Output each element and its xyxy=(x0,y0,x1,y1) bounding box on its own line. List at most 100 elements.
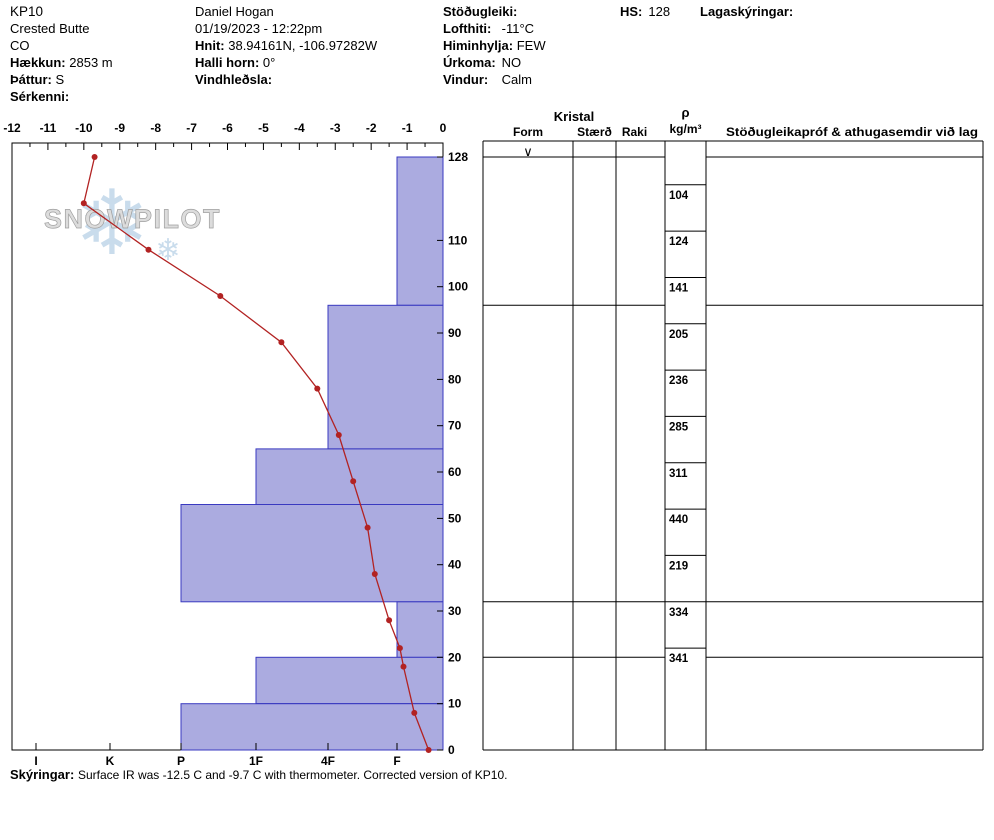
depth-tick-label: 128 xyxy=(448,150,468,164)
hardness-tick-label: P xyxy=(177,754,185,768)
hardness-bar-4F xyxy=(327,304,444,450)
temp-tick-label: -10 xyxy=(75,121,93,135)
hardness-tick-label: 1F xyxy=(249,754,263,768)
snowpilot-watermark: SNOWPILOT xyxy=(44,204,221,234)
coords-value: 38.94161N, -106.97282W xyxy=(228,38,378,53)
crystal-group-header: Kristal xyxy=(554,109,594,124)
hs-row: HS: 128 xyxy=(620,4,670,19)
density-value: 311 xyxy=(669,468,688,480)
wind-value: Calm xyxy=(501,72,532,87)
hardness-bar-F xyxy=(396,601,444,658)
temperature-point xyxy=(411,709,418,716)
hardness-bar-F xyxy=(396,156,444,306)
comments-text: Surface IR was -12.5 C and -9.7 C with t… xyxy=(77,768,508,782)
hardness-bar-1F xyxy=(255,448,444,505)
temp-tick-label: -4 xyxy=(294,121,305,135)
density-value: 285 xyxy=(669,421,689,433)
precip-label: Úrkoma: xyxy=(443,55,496,70)
temp-tick-label: 0 xyxy=(440,121,447,135)
density-value: 334 xyxy=(669,607,689,619)
depth-tick-label: 30 xyxy=(448,604,462,618)
depth-tick-label: 20 xyxy=(448,650,462,664)
crystal-col-header-2: Stærð xyxy=(577,125,612,139)
temp-tick-label: -3 xyxy=(330,121,341,135)
hardness-tick-label: F xyxy=(393,754,400,768)
wind-row: Vindur: Calm xyxy=(443,72,532,87)
depth-tick-label: 10 xyxy=(448,697,462,711)
density-header-unit: kg/m³ xyxy=(669,122,701,136)
elevation-value: 2853 m xyxy=(69,55,113,70)
temperature-point xyxy=(217,293,224,299)
density-value: 341 xyxy=(669,653,689,665)
temp-tick-label: -9 xyxy=(114,121,125,135)
depth-tick-label: 50 xyxy=(448,511,462,525)
temp-tick-label: -6 xyxy=(222,121,233,135)
depth-tick-label: 100 xyxy=(448,280,468,294)
crystal-col-header-3: Raki xyxy=(622,125,647,139)
density-value: 104 xyxy=(669,190,689,202)
hardness-tick-label: I xyxy=(34,754,37,768)
temperature-point xyxy=(400,663,407,670)
temperature-point xyxy=(386,617,393,624)
hardness-tick-label: K xyxy=(106,754,115,768)
temp-tick-label: -8 xyxy=(150,121,161,135)
temp-tick-label: -5 xyxy=(258,121,269,135)
observation-datetime: 01/19/2023 - 12:22pm xyxy=(195,21,323,36)
aspect-value: S xyxy=(55,72,65,87)
hs-label: HS: xyxy=(620,4,643,19)
temperature-point xyxy=(350,478,357,485)
slope-label: Halli horn: xyxy=(195,55,260,70)
density-value: 124 xyxy=(669,236,689,248)
depth-tick-label: 0 xyxy=(448,743,455,757)
pit-location: Crested Butte xyxy=(10,21,90,36)
comments-row: Skýringar: Surface IR was -12.5 C and -9… xyxy=(10,767,507,783)
coords-label: Hnit: xyxy=(195,38,225,53)
temp-tick-label: -2 xyxy=(366,121,377,135)
feature-label: Sérkenni: xyxy=(10,89,70,104)
depth-tick-label: 90 xyxy=(448,326,462,340)
sky-value: FEW xyxy=(516,38,546,53)
sky-label: Himinhylja: xyxy=(443,38,514,53)
snowflake-small-icon: ❄ xyxy=(155,234,180,267)
wind-label: Vindur: xyxy=(443,72,489,87)
hs-value: 128 xyxy=(648,4,671,19)
hardness-bar-P xyxy=(180,703,444,751)
pit-title: KP10 xyxy=(10,4,44,19)
coords-row: Hnit: 38.94161N, -106.97282W xyxy=(195,38,377,53)
density-value: 440 xyxy=(669,514,688,526)
aspect-row: Þáttur: S xyxy=(10,72,64,87)
stability-label: Stöðugleiki: xyxy=(443,4,518,19)
crystal-col-header-1: Form xyxy=(513,125,543,139)
temperature-point xyxy=(278,339,285,346)
airtemp-row: Lofthiti: -11°C xyxy=(443,21,534,36)
observer-name: Daniel Hogan xyxy=(195,4,274,19)
temperature-point xyxy=(396,645,403,652)
elevation-row: Hækkun: 2853 m xyxy=(10,55,113,70)
slope-value: 0° xyxy=(262,55,276,70)
layer-notes-row: Lagaskýringar: xyxy=(700,4,793,19)
crystal-form-symbol: ∨ xyxy=(523,144,533,159)
pit-state: CO xyxy=(10,38,30,53)
precip-row: Úrkoma: NO xyxy=(443,55,521,70)
density-header-symbol: ρ xyxy=(681,105,689,120)
depth-tick-label: 60 xyxy=(448,465,462,479)
hardness-bar-P xyxy=(180,504,444,603)
airtemp-value: -11°C xyxy=(501,21,535,36)
temperature-point xyxy=(371,571,378,577)
temperature-point xyxy=(91,154,98,160)
temperature-point xyxy=(145,246,152,253)
temp-tick-label: -1 xyxy=(402,121,413,135)
depth-tick-label: 110 xyxy=(448,233,468,247)
slope-row: Halli horn: 0° xyxy=(195,55,275,70)
aspect-label: Þáttur: xyxy=(10,72,52,87)
temp-tick-label: -11 xyxy=(40,121,57,135)
temperature-point xyxy=(425,747,432,753)
temperature-point xyxy=(364,524,371,531)
temp-tick-label: -12 xyxy=(3,121,21,135)
layer-notes-label: Lagaskýringar: xyxy=(700,4,794,19)
windload-row: Vindhleðsla: xyxy=(195,72,272,87)
temperature-point xyxy=(314,385,321,392)
depth-tick-label: 70 xyxy=(448,419,462,433)
airtemp-label: Lofthiti: xyxy=(443,21,492,36)
